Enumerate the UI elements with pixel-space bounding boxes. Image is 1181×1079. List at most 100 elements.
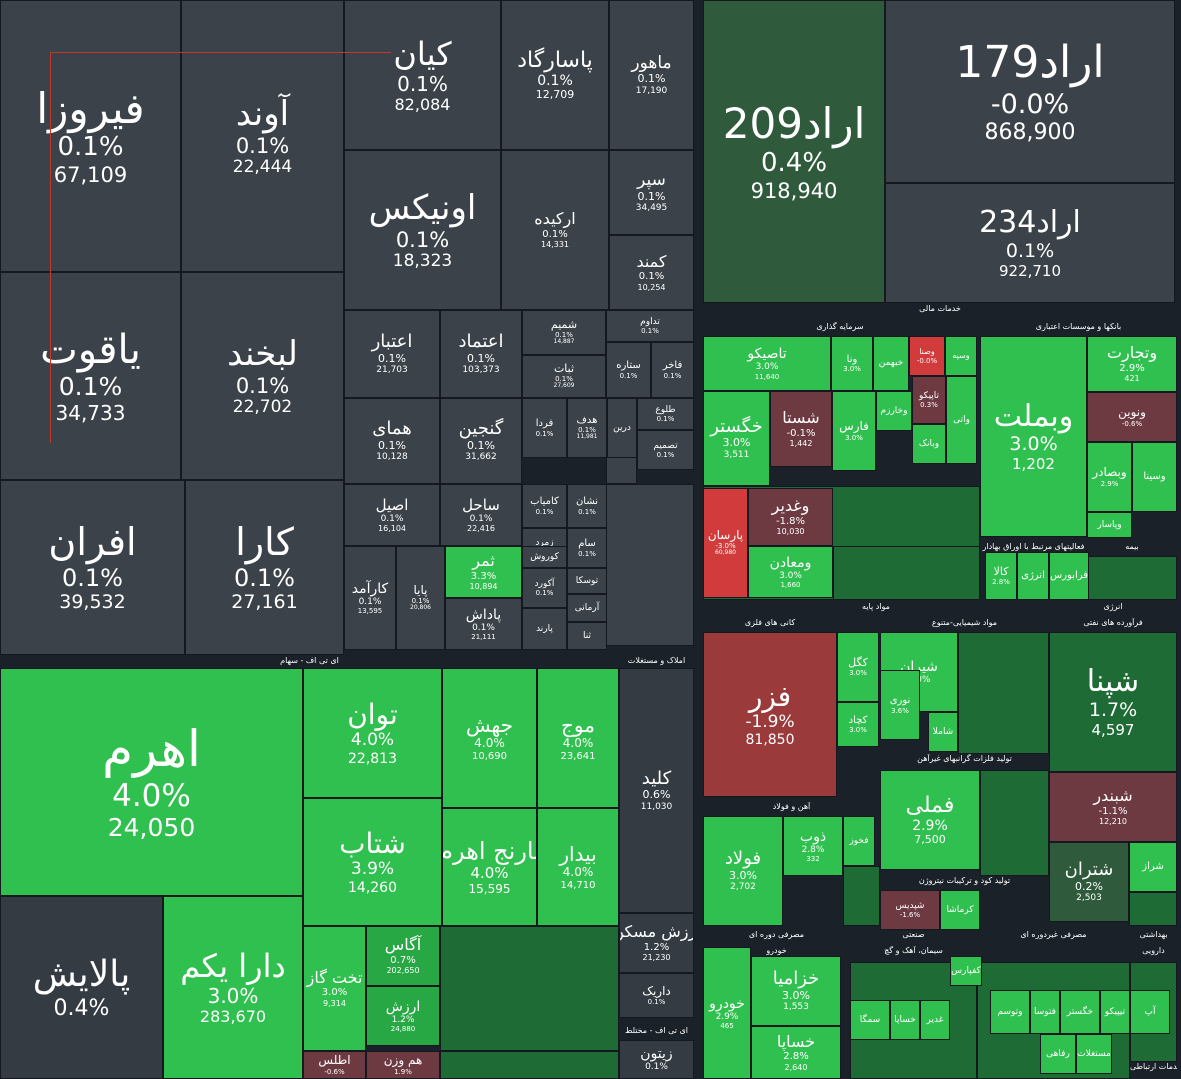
treemap-tile[interactable]: فخوز	[843, 816, 875, 866]
treemap-tile[interactable]: کارآمد 0.1% 13,595	[344, 546, 396, 650]
treemap-tile[interactable]: نارنج اهرم 4.0% 15,595	[442, 808, 537, 926]
treemap-tile[interactable]: وبملت 3.0% 1,202	[980, 336, 1087, 537]
treemap-tile[interactable]: هدف 0.1% 11,981	[567, 398, 607, 458]
treemap-tile[interactable]: اهرم 4.0% 24,050	[0, 668, 303, 896]
treemap-tile[interactable]: تداوم 0.1%	[606, 310, 694, 342]
treemap-tile[interactable]: طلوع 0.1%	[637, 398, 694, 430]
treemap-tile[interactable]: پالایش 0.4%	[0, 896, 163, 1079]
treemap-tile[interactable]: فارس 3.0%	[832, 391, 876, 471]
treemap-tile[interactable]: خگستر 3.0% 3,511	[703, 391, 770, 486]
treemap-tile[interactable]: ونوین -0.6%	[1087, 392, 1177, 442]
treemap-tile[interactable]: ثمر 3.3% 10,894	[445, 546, 522, 598]
treemap-tile[interactable]: توسکا	[567, 568, 607, 594]
treemap-tile[interactable]: پاداش 0.1% 21,111	[445, 598, 522, 650]
treemap-tile[interactable]: ارزش 1.2% 24,880	[366, 986, 440, 1046]
treemap-tile[interactable]: خگستر	[1060, 990, 1100, 1034]
treemap-tile[interactable]: غدیر	[920, 1000, 950, 1040]
treemap-tile[interactable]: آکورد 0.1%	[522, 568, 567, 608]
treemap-tile[interactable]: آپ	[1130, 990, 1170, 1034]
treemap-tile[interactable]: تاصیکو 3.0% 11,640	[703, 336, 831, 391]
treemap-tile[interactable]: درین	[607, 398, 637, 458]
treemap-tile[interactable]: فیروزا 0.1% 67,109	[0, 0, 181, 272]
treemap-tile[interactable]: زیتون 0.1%	[619, 1040, 694, 1079]
treemap-tile[interactable]: سام 0.1%	[567, 528, 607, 568]
treemap-tile[interactable]: تخت گاز 3.0% 9,314	[303, 926, 366, 1051]
treemap-tile[interactable]: اعتبار 0.1% 21,703	[344, 310, 440, 398]
treemap-tile[interactable]: شتران 0.2% 2,503	[1049, 842, 1129, 922]
treemap-tile[interactable]: وخارزم	[876, 391, 912, 431]
treemap-tile[interactable]: اصیل 0.1% 16,104	[344, 484, 440, 546]
treemap-tile[interactable]: فزر -1.9% 81,850	[703, 632, 837, 797]
treemap-tile[interactable]: فاخر 0.1%	[651, 342, 694, 398]
treemap-tile[interactable]: ذوب 2.8% 332	[783, 816, 843, 876]
treemap-tile[interactable]: موج 4.0% 23,641	[537, 668, 619, 808]
treemap-tile[interactable]: کالا 2.8%	[985, 552, 1017, 600]
treemap-tile[interactable]: بیدار 4.0% 14,710	[537, 808, 619, 926]
treemap-tile[interactable]: تاپیکو 0.3%	[912, 376, 946, 424]
treemap-tile[interactable]: ومعادن 3.0% 1,660	[748, 546, 833, 598]
treemap-tile[interactable]: کفپارس	[950, 956, 982, 986]
treemap-tile[interactable]: کامیاب 0.1%	[522, 484, 567, 528]
treemap-tile[interactable]: کارا 0.1% 27,161	[185, 480, 344, 655]
treemap-tile[interactable]: هم وزن 1.9%	[366, 1051, 440, 1079]
treemap-tile[interactable]: شاملا	[928, 712, 958, 752]
treemap-tile[interactable]: شستا -0.1% 1,442	[770, 391, 832, 467]
treemap-tile[interactable]: تیپیکو	[1100, 990, 1130, 1034]
treemap-tile[interactable]: وبانک	[912, 424, 946, 464]
treemap-tile[interactable]: کیان 0.1% 82,084	[344, 0, 501, 150]
treemap-tile[interactable]: آوند 0.1% 22,444	[181, 0, 344, 272]
treemap-tile[interactable]: ستاره 0.1%	[606, 342, 651, 398]
treemap-tile[interactable]: شمیم 0.1% 14,887	[522, 310, 606, 355]
treemap-tile[interactable]: انرژی	[1017, 552, 1049, 600]
treemap-tile[interactable]: مستغلات	[1076, 1034, 1112, 1074]
treemap-tile[interactable]: کلید 0.6% 11,030	[619, 668, 694, 913]
treemap-tile[interactable]: ونا 3.0%	[831, 336, 873, 391]
treemap-tile[interactable]: فرابورس	[1049, 552, 1089, 600]
treemap-tile[interactable]: اعتماد 0.1% 103,373	[440, 310, 522, 398]
treemap-tile[interactable]: فولاد 3.0% 2,702	[703, 816, 783, 926]
treemap-tile[interactable]: فتوسا	[1030, 990, 1060, 1034]
treemap-tile[interactable]: خساپا	[890, 1000, 920, 1040]
treemap-tile[interactable]: لبخند 0.1% 22,702	[181, 272, 344, 480]
treemap-tile[interactable]: پارند	[522, 608, 567, 650]
treemap-tile[interactable]: ثنا	[567, 622, 607, 650]
treemap-tile[interactable]: خساپا 2.8% 2,640	[751, 1026, 841, 1079]
treemap-tile[interactable]: اراد234 0.1% 922,710	[885, 183, 1175, 303]
treemap-tile[interactable]: آگاس 0.7% 202,650	[366, 926, 440, 986]
treemap-tile[interactable]: فردا 0.1%	[522, 398, 567, 458]
treemap-tile[interactable]: نوری 3.6%	[880, 670, 920, 740]
treemap-tile[interactable]: اطلس -0.6%	[303, 1051, 366, 1079]
treemap-tile[interactable]: کچاد 3.0%	[837, 702, 879, 747]
treemap-tile[interactable]: وسپه	[945, 336, 977, 376]
treemap-tile[interactable]: وبصادر 2.9%	[1087, 442, 1132, 512]
treemap-tile[interactable]: توان 4.0% 22,813	[303, 668, 442, 798]
treemap-tile[interactable]: کرماشا	[940, 890, 980, 930]
treemap-tile[interactable]: ساحل 0.1% 22,416	[440, 484, 522, 546]
treemap-tile[interactable]: شپدیس -1.6%	[880, 890, 940, 930]
treemap-tile[interactable]: همای 0.1% 10,128	[344, 398, 440, 484]
treemap-tile[interactable]: فملی 2.9% 7,500	[880, 770, 980, 870]
treemap-tile[interactable]: پایا 0.1% 20,806	[396, 546, 445, 650]
treemap-tile[interactable]: واتی	[946, 376, 977, 464]
treemap-tile[interactable]: شراز	[1129, 842, 1177, 892]
treemap-tile[interactable]: کوروش	[522, 546, 567, 568]
treemap-tile[interactable]: کمند 0.1% 10,254	[609, 235, 694, 310]
treemap-tile[interactable]: پاسارگاد 0.1% 12,709	[501, 0, 609, 150]
treemap-tile[interactable]: گنجین 0.1% 31,662	[440, 398, 522, 484]
treemap-tile[interactable]: تصمیم 0.1%	[637, 430, 694, 470]
treemap-tile[interactable]: اراد179 -0.0% 868,900	[885, 0, 1175, 183]
treemap-tile[interactable]: وصنا -0.0%	[909, 336, 945, 376]
treemap-tile[interactable]: وتوسم	[990, 990, 1030, 1034]
treemap-tile[interactable]: پارسان -3.0% 60,980	[703, 488, 748, 598]
treemap-tile[interactable]: شتاب 3.9% 14,260	[303, 798, 442, 926]
treemap-tile[interactable]: ثبات 0.1% 27,609	[522, 355, 606, 398]
treemap-tile[interactable]: خزامیا 3.0% 1,553	[751, 956, 841, 1026]
treemap-tile[interactable]: آرمانی	[567, 594, 607, 622]
treemap-tile[interactable]: دارا یکم 3.0% 283,670	[163, 896, 303, 1079]
treemap-tile[interactable]: شبندر -1.1% 12,210	[1049, 772, 1177, 842]
treemap-tile[interactable]: کگل 3.0%	[837, 632, 879, 702]
treemap-tile[interactable]: یاقوت 0.1% 34,733	[0, 272, 181, 480]
treemap-tile[interactable]: خبهمن	[873, 336, 909, 391]
treemap-tile[interactable]: افران 0.1% 39,532	[0, 480, 185, 655]
treemap-tile[interactable]: اونیکس 0.1% 18,323	[344, 150, 501, 310]
